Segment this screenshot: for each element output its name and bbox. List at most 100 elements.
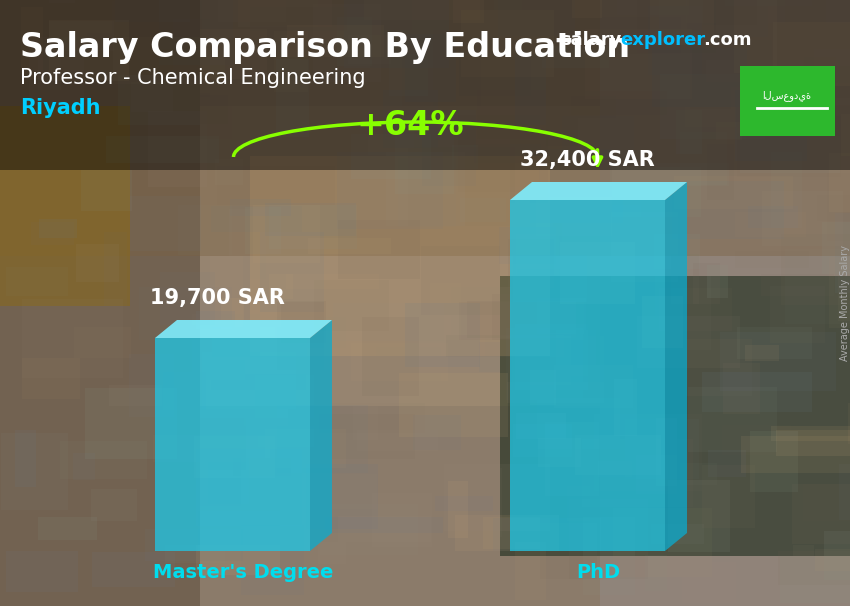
Bar	[731, 87, 755, 133]
Bar	[369, 128, 414, 155]
Bar	[337, 152, 444, 229]
Bar	[264, 428, 345, 468]
Bar	[20, 7, 42, 79]
Bar	[537, 298, 586, 335]
Bar	[614, 379, 637, 436]
Bar	[575, 435, 661, 475]
Bar	[269, 205, 357, 250]
Bar	[252, 205, 320, 263]
Bar	[517, 269, 559, 295]
Bar	[115, 0, 190, 22]
Bar	[826, 0, 850, 23]
Bar	[598, 18, 681, 54]
Bar	[598, 461, 632, 477]
Bar	[762, 191, 843, 245]
Bar	[722, 425, 790, 454]
Bar	[506, 328, 583, 401]
Bar	[563, 116, 634, 159]
Bar	[31, 222, 75, 245]
Bar	[707, 144, 734, 200]
Bar	[686, 0, 785, 23]
Bar	[530, 200, 623, 223]
Bar	[479, 342, 501, 373]
Bar	[650, 524, 704, 544]
Bar	[734, 0, 778, 73]
Bar	[314, 414, 415, 459]
Bar	[681, 463, 717, 485]
Bar	[453, 0, 484, 23]
Bar	[827, 173, 850, 241]
Bar	[398, 158, 456, 227]
Bar	[536, 197, 612, 236]
Bar	[716, 122, 742, 140]
Bar	[74, 327, 131, 359]
Bar	[76, 244, 119, 282]
Bar	[91, 489, 137, 521]
Bar	[578, 118, 621, 158]
Bar	[638, 0, 716, 53]
Bar	[572, 0, 602, 18]
Bar	[233, 458, 291, 476]
Bar	[1, 433, 68, 510]
Bar	[217, 165, 335, 205]
Bar	[516, 235, 559, 275]
Bar	[771, 426, 850, 441]
Bar	[830, 257, 850, 328]
Bar	[538, 438, 581, 467]
Bar	[636, 455, 677, 494]
Bar	[105, 136, 219, 163]
Bar	[539, 150, 612, 193]
Bar	[818, 195, 850, 221]
Bar	[570, 91, 667, 115]
Bar	[230, 199, 291, 216]
Bar	[6, 267, 68, 296]
Bar	[319, 0, 411, 30]
Bar	[337, 516, 431, 542]
Bar	[648, 6, 702, 75]
Text: explorer: explorer	[620, 31, 706, 49]
Bar	[672, 181, 785, 239]
Bar	[585, 29, 692, 99]
Bar	[38, 516, 98, 540]
Bar	[785, 249, 850, 324]
Bar	[560, 242, 636, 304]
Bar	[200, 106, 600, 406]
Bar	[829, 153, 850, 212]
Bar	[405, 304, 480, 367]
Bar	[191, 315, 260, 385]
Bar	[400, 373, 507, 436]
Bar	[15, 430, 37, 487]
Bar	[434, 30, 481, 106]
Bar	[741, 436, 850, 473]
Bar	[395, 115, 455, 194]
Bar	[275, 31, 308, 92]
Bar	[498, 0, 575, 36]
Bar	[241, 525, 304, 595]
Bar	[408, 147, 515, 225]
Bar	[686, 339, 752, 396]
Bar	[456, 516, 559, 551]
Bar	[547, 96, 616, 146]
Bar	[314, 280, 388, 331]
Bar	[610, 163, 729, 187]
Bar	[655, 273, 711, 350]
Bar	[815, 549, 850, 571]
Bar	[277, 405, 368, 473]
Bar	[230, 209, 266, 279]
Bar	[554, 365, 632, 408]
Bar	[0, 106, 130, 306]
Bar	[435, 496, 493, 511]
Bar	[562, 205, 642, 271]
Bar	[654, 234, 700, 268]
Bar	[839, 464, 850, 520]
Bar	[348, 35, 391, 64]
Bar	[823, 222, 850, 274]
Bar	[557, 330, 596, 376]
Bar	[110, 385, 162, 406]
Bar	[650, 0, 714, 45]
Bar	[724, 0, 812, 6]
Bar	[459, 40, 531, 96]
Bar	[660, 0, 687, 36]
Bar	[81, 170, 133, 211]
Bar	[542, 45, 609, 68]
